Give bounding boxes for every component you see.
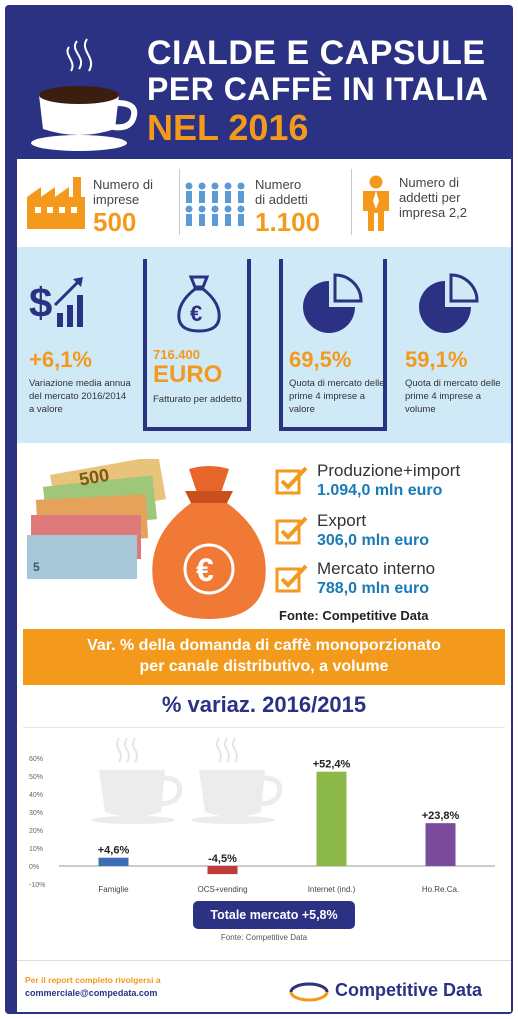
y-tick-label: 0% bbox=[29, 864, 39, 871]
money-section: 500 5 € Produzione+import 1.094,0 mln eu… bbox=[17, 453, 511, 631]
stat-value: 500 bbox=[93, 207, 137, 237]
pie-icon bbox=[303, 273, 363, 333]
footer: Per il report completo rivolgersi a comm… bbox=[17, 960, 511, 1012]
money-item-label: Mercato interno bbox=[317, 559, 436, 578]
y-tick-label: 30% bbox=[29, 810, 43, 817]
footer-report-text: Per il report completo rivolgersi a bbox=[25, 975, 161, 985]
totale-mercato-badge: Totale mercato +5,8% bbox=[193, 901, 355, 929]
bar-value-label: -4,5% bbox=[208, 853, 237, 865]
bar-value-label: +4,6% bbox=[98, 845, 130, 857]
money-item-value: 306,0 mln euro bbox=[317, 532, 430, 549]
banknotes-illustration: 500 5 bbox=[27, 459, 166, 579]
stat-addetti-impresa: Numero di addetti per impresa 2,2 bbox=[353, 165, 511, 241]
bar-3 bbox=[425, 823, 456, 866]
footer-email-link[interactable]: commerciale@compedata.com bbox=[25, 988, 158, 998]
dollar-growth-icon: $ bbox=[29, 277, 83, 327]
kpi-fatturato: € 716.400 EURO Fatturato per addetto bbox=[143, 259, 251, 431]
brand-name: Competitive Data bbox=[335, 980, 483, 1000]
kpi-value-line1: 716.400 bbox=[153, 347, 200, 362]
stat-value: 1.100 bbox=[255, 207, 321, 237]
y-tick-label: 50% bbox=[29, 774, 43, 781]
title-line-3: NEL 2016 bbox=[147, 107, 309, 148]
money-item-value: 788,0 mln euro bbox=[317, 580, 430, 597]
chart-banner: Var. % della domanda di caffè monoporzio… bbox=[23, 629, 505, 685]
decorative-cup-icon bbox=[91, 737, 183, 824]
stat-addetti: Numero di addetti 1.100 bbox=[181, 165, 349, 241]
person-icon bbox=[363, 175, 389, 231]
bar-2 bbox=[316, 771, 347, 866]
chart-subtitle: % variaz. 2016/2015 bbox=[161, 692, 367, 717]
money-item-value: 1.094,0 mln euro bbox=[317, 482, 443, 499]
checkbox-icon bbox=[275, 564, 308, 593]
kpi-value: 69,5% bbox=[289, 347, 352, 372]
kpi-variazione: $ +6,1% Variazione media annua del merca… bbox=[23, 259, 131, 431]
kpi-description: Quota di mercato delle prime 4 imprese a… bbox=[405, 378, 501, 415]
chart-source: Fonte: Competitive Data bbox=[220, 933, 308, 942]
kpi-description: Variazione media annua del mercato 2016/… bbox=[29, 378, 131, 415]
y-tick-label: -10% bbox=[29, 882, 45, 889]
kpi-description: Quota di mercato delle prime 4 imprese a… bbox=[289, 378, 385, 415]
y-tick-label: 40% bbox=[29, 792, 43, 799]
euro-bag-icon: € bbox=[177, 275, 221, 333]
x-category-label: Ho.Re.Ca. bbox=[422, 885, 459, 894]
divider bbox=[351, 169, 352, 235]
stat-label-line1: Numero di bbox=[399, 175, 459, 190]
y-tick-label: 10% bbox=[29, 846, 43, 853]
checkbox-icon bbox=[275, 516, 308, 545]
stat-label-line2: addetti per bbox=[399, 190, 461, 205]
svg-text:$: $ bbox=[29, 279, 52, 326]
y-tick-label: 60% bbox=[29, 756, 43, 763]
kpi-value: +6,1% bbox=[29, 347, 92, 372]
kpi-quota-valore: 69,5% Quota di mercato delle prime 4 imp… bbox=[279, 259, 387, 431]
svg-text:€: € bbox=[190, 301, 202, 326]
money-item-label: Produzione+import bbox=[317, 461, 461, 480]
coffee-cup-icon bbox=[31, 38, 138, 151]
stat-label-line1: Numero bbox=[255, 177, 302, 192]
kpi-value: 59,1% bbox=[405, 347, 468, 372]
stat-label-line2: imprese bbox=[93, 192, 140, 207]
title-line-1: CIALDE E CAPSULE bbox=[147, 34, 486, 72]
kpi-panel: $ +6,1% Variazione media annua del merca… bbox=[17, 247, 511, 443]
svg-text:€: € bbox=[196, 552, 214, 588]
bar-chart: 60% 50% 40% 30% 20% 10% 0% -10% +4,6% Famiglie -4,… bbox=[29, 737, 495, 894]
kpi-description: Fatturato per addetto bbox=[153, 394, 242, 405]
stats-row: Numero di imprese 500 Numero bbox=[17, 165, 511, 241]
stat-label-line1: Numero di bbox=[93, 177, 153, 192]
banner-line-1: Var. % della domanda di caffè monoporzio… bbox=[87, 637, 441, 654]
bar-0 bbox=[98, 857, 129, 866]
x-category-label: OCS+vending bbox=[197, 885, 247, 894]
divider bbox=[179, 169, 180, 235]
money-item-label: Export bbox=[317, 511, 367, 530]
x-category-label: Internet (ind.) bbox=[308, 885, 356, 894]
stat-label-line2: di addetti bbox=[255, 192, 308, 207]
checkbox-icon bbox=[275, 466, 308, 495]
title-line-2: PER CAFFÈ IN ITALIA bbox=[147, 71, 489, 107]
factory-icon bbox=[27, 177, 85, 229]
bar-value-label: +23,8% bbox=[422, 810, 460, 822]
bar-value-label: +52,4% bbox=[313, 759, 351, 771]
svg-text:5: 5 bbox=[33, 560, 40, 574]
euro-money-bag-icon: € bbox=[152, 466, 266, 619]
pie-icon bbox=[419, 273, 479, 333]
infographic-frame: CIALDE E CAPSULE PER CAFFÈ IN ITALIA NEL… bbox=[5, 5, 513, 1014]
kpi-quota-volume: 59,1% Quota di mercato delle prime 4 imp… bbox=[399, 259, 507, 431]
people-group-icon bbox=[185, 182, 245, 226]
stat-imprese: Numero di imprese 500 bbox=[17, 165, 177, 241]
infographic-body: CIALDE E CAPSULE PER CAFFÈ IN ITALIA NEL… bbox=[17, 17, 511, 1012]
decorative-cup-icon bbox=[191, 737, 283, 824]
kpi-value-line2: EURO bbox=[153, 361, 223, 388]
stat-label-line3: impresa 2,2 bbox=[399, 205, 467, 220]
banner-line-2: per canale distributivo, a volume bbox=[139, 658, 389, 675]
money-source: Fonte: Competitive Data bbox=[279, 608, 429, 623]
header: CIALDE E CAPSULE PER CAFFÈ IN ITALIA NEL… bbox=[17, 17, 511, 159]
y-tick-label: 20% bbox=[29, 828, 43, 835]
x-category-label: Famiglie bbox=[98, 885, 129, 894]
bar-1 bbox=[207, 866, 238, 875]
competitive-data-logo-icon bbox=[289, 982, 329, 1002]
